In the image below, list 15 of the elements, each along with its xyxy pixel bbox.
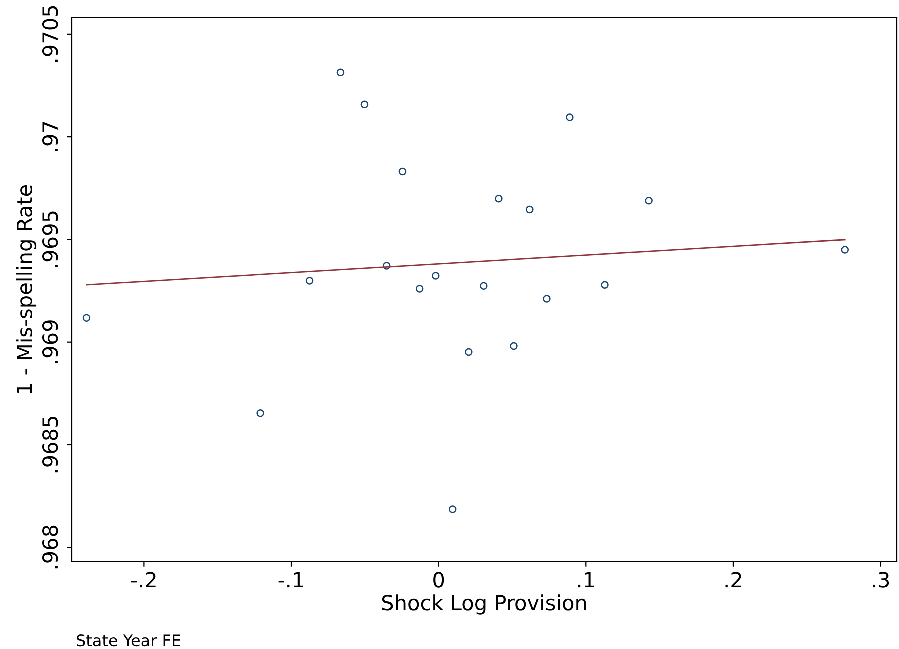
y-axis-title: 1 - Mis-spelling Rate <box>16 185 37 394</box>
x-tick-label: 0 <box>434 572 444 588</box>
y-tick-label: .9695 <box>42 212 58 268</box>
x-tick-label: -.2 <box>132 572 156 588</box>
x-tick-label: .1 <box>578 572 594 588</box>
x-tick-label: .2 <box>726 572 742 588</box>
y-tick-label: .97 <box>42 122 58 152</box>
x-tick-label: .3 <box>873 572 890 588</box>
x-axis-title: Shock Log Provision <box>382 594 586 615</box>
text: State Year FE <box>77 634 181 647</box>
y-tick-label: .968 <box>42 526 58 569</box>
y-tick-label: .9705 <box>42 6 58 62</box>
x-tick-label: -.1 <box>278 572 304 588</box>
y-tick-label: .9685 <box>42 416 58 473</box>
y-tick-label: .969 <box>42 320 58 364</box>
